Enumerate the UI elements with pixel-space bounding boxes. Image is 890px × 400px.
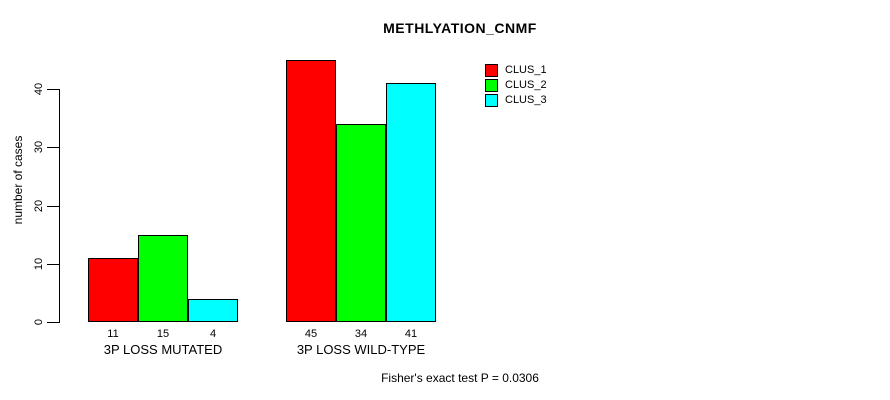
y-tick-label: 30 xyxy=(33,140,45,154)
bar-3p-loss-wild-type-clus-1 xyxy=(286,60,336,322)
y-axis-tick xyxy=(47,264,59,265)
y-axis-tick xyxy=(47,147,59,148)
legend-swatch-clus-2 xyxy=(485,79,498,92)
legend-item-clus-3: CLUS_3 xyxy=(485,94,547,107)
legend-label: CLUS_1 xyxy=(505,64,547,76)
bar-3p-loss-mutated-clus-2 xyxy=(138,235,188,322)
y-tick-label: 0 xyxy=(33,318,45,326)
legend-label: CLUS_3 xyxy=(505,94,547,106)
y-axis-tick xyxy=(47,206,59,207)
bar-3p-loss-wild-type-clus-3 xyxy=(386,83,436,322)
chart-title: METHLYATION_CNMF xyxy=(383,20,537,36)
y-tick-label: 20 xyxy=(33,199,45,213)
bar-3p-loss-wild-type-clus-2 xyxy=(336,124,386,322)
legend-item-clus-1: CLUS_1 xyxy=(485,64,547,77)
y-tick-label: 10 xyxy=(33,257,45,271)
bar-value-label: 11 xyxy=(107,328,119,340)
y-axis-tick xyxy=(47,89,59,90)
y-axis-line xyxy=(59,89,60,323)
bar-value-label: 45 xyxy=(304,328,318,340)
y-axis-label: number of cases xyxy=(11,135,25,225)
bar-value-label: 4 xyxy=(209,328,217,340)
category-label-3p-loss-mutated: 3P LOSS MUTATED xyxy=(103,342,223,357)
category-label-3p-loss-wild-type: 3P LOSS WILD-TYPE xyxy=(296,342,426,357)
footnote: Fisher's exact test P = 0.0306 xyxy=(381,371,539,385)
legend-item-clus-2: CLUS_2 xyxy=(485,79,547,92)
bar-value-label: 15 xyxy=(156,328,170,340)
bar-value-label: 34 xyxy=(354,328,368,340)
legend-label: CLUS_2 xyxy=(505,79,547,91)
bar-3p-loss-mutated-clus-1 xyxy=(88,258,138,322)
bar-3p-loss-mutated-clus-3 xyxy=(188,299,238,322)
legend-swatch-clus-1 xyxy=(485,64,498,77)
y-axis-tick xyxy=(47,322,59,323)
legend: CLUS_1 CLUS_2 CLUS_3 xyxy=(485,64,547,107)
legend-swatch-clus-3 xyxy=(485,94,498,107)
y-tick-label: 40 xyxy=(33,82,45,96)
bar-value-label: 41 xyxy=(404,328,418,340)
